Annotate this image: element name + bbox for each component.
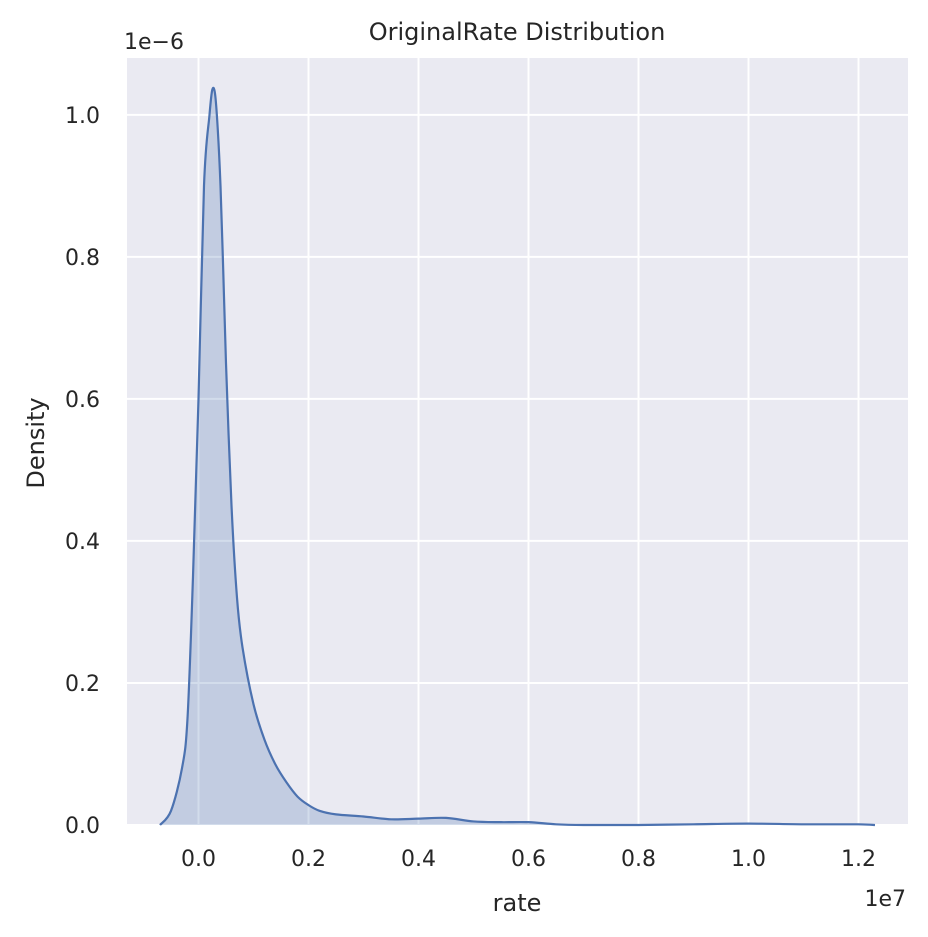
x-tick-label: 0.8 [621,847,656,872]
y-tick-label: 0.4 [65,530,100,555]
y-tick-labels: 0.0 0.2 0.4 0.6 0.8 1.0 [65,104,100,839]
x-tick-label: 1.0 [731,847,766,872]
y-tick-label: 0.8 [65,246,100,271]
density-line [159,86,876,827]
x-tick-label: 0.2 [291,847,326,872]
y-tick-label: 0.6 [65,388,100,413]
chart-title: OriginalRate Distribution [369,18,666,46]
y-axis-label: Density [22,397,50,488]
x-tick-label: 1.2 [841,847,876,872]
y-offset-text: 1e−6 [124,30,184,55]
x-axis-label: rate [493,889,542,917]
plot-background [127,58,908,825]
y-gridlines [127,113,908,826]
x-tick-label: 0.0 [181,847,216,872]
x-tick-label: 0.4 [401,847,436,872]
x-tick-labels: 0.0 0.2 0.4 0.6 0.8 1.0 1.2 [181,847,876,872]
y-tick-label: 1.0 [65,104,100,129]
x-offset-text: 1e7 [864,887,906,912]
x-gridlines [197,58,860,825]
y-tick-label: 0.0 [65,814,100,839]
y-tick-label: 0.2 [65,672,100,697]
x-tick-label: 0.6 [511,847,546,872]
density-fill-area [160,87,875,825]
